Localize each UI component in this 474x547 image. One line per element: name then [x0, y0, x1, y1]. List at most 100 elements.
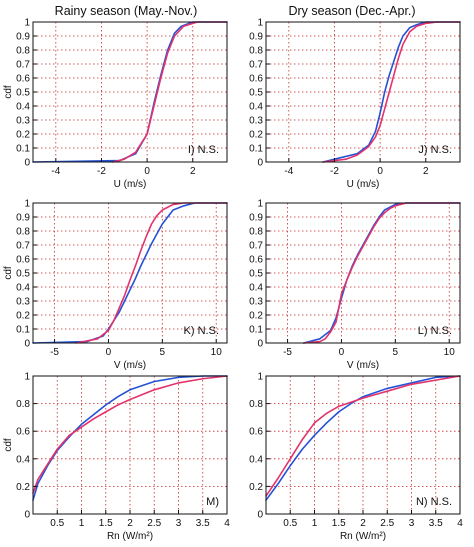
panel-u-rainy: 0 0.1 0.2 0.3 0.4 0.5 0.6 0.7 0.8 0.9 1 -4 -2 0 2 U (m/… [3, 18, 228, 190]
y-axis-label: cdf [3, 85, 14, 99]
y-tick-label: 0.4 [16, 283, 30, 294]
y-tick-label: 0.5 [16, 88, 30, 99]
y-tick-label: 1 [24, 372, 30, 383]
blue-cdf-line [32, 375, 228, 502]
blue-cdf-line [322, 21, 461, 163]
y-tick-label: 0.7 [249, 241, 263, 252]
x-tick-label: 2 [360, 518, 366, 529]
panel-rn-rainy: 0 0.2 0.4 0.6 0.8 1 0.5 1 1.5 2 2.5 3 3.5 4 Rn (W/m²) c… [3, 372, 230, 543]
y-axis-label: cdf [3, 266, 14, 280]
y-tick-label: 0.6 [16, 427, 30, 438]
panel-rn-dry: 0 0.2 0.4 0.6 0.8 1 0.5 1 1.5 2 2.5 3 3.5 4 Rn (W/m²) N… [249, 372, 463, 543]
y-tick-label: 0.8 [249, 46, 263, 57]
x-tick-label: -2 [330, 166, 339, 177]
x-tick-label: 0.5 [283, 518, 297, 529]
y-tick-label: 0.8 [249, 227, 263, 238]
y-tick-label: 0.4 [249, 454, 263, 465]
x-tick-label: 10 [211, 347, 223, 358]
y-tick-label: 0.7 [249, 60, 263, 71]
y-tick-label: 0.6 [249, 74, 263, 85]
y-tick-label: 0.9 [249, 213, 263, 224]
y-tick-label: 1 [257, 372, 263, 383]
x-tick-label: 3 [176, 518, 182, 529]
y-tick-label: 0.2 [16, 311, 30, 322]
x-tick-label: 0.5 [50, 518, 64, 529]
x-tick-label: 2.5 [380, 518, 394, 529]
y-tick-label: 0.9 [16, 213, 30, 224]
x-tick-label: 0 [377, 166, 383, 177]
red-cdf-line [75, 202, 228, 344]
y-tick-label: 0.3 [249, 116, 263, 127]
y-tick-label: 0.5 [249, 269, 263, 280]
y-tick-label: 0.7 [16, 241, 30, 252]
panel-annotation: N) N.S. [416, 496, 452, 508]
y-tick-label: 0.5 [16, 269, 30, 280]
y-tick-label: 0 [257, 158, 263, 169]
y-tick-label: 0.2 [249, 130, 263, 141]
x-tick-label: 5 [160, 347, 166, 358]
x-tick-label: 1 [312, 518, 318, 529]
y-tick-label: 0.4 [16, 454, 30, 465]
x-tick-label: 4 [224, 518, 230, 529]
y-tick-label: 0.4 [249, 102, 263, 113]
y-tick-label: 0.6 [16, 255, 30, 266]
x-tick-label: 1.5 [99, 518, 113, 529]
x-tick-label: 2 [190, 166, 196, 177]
y-tick-label: 0 [257, 339, 263, 350]
y-tick-label: 0 [24, 510, 30, 521]
x-axis-label: U (m/s) [114, 179, 147, 190]
x-tick-label: 0 [106, 347, 112, 358]
y-tick-label: 0.4 [16, 102, 30, 113]
y-tick-label: 0.1 [16, 144, 30, 155]
y-tick-label: 0.6 [16, 74, 30, 85]
red-cdf-line [302, 202, 461, 344]
red-cdf-line [112, 21, 228, 163]
blue-cdf-line [265, 375, 461, 502]
y-tick-label: 0 [24, 339, 30, 350]
y-tick-label: 0.8 [16, 46, 30, 57]
x-axis-label: Rn (W/m²) [340, 531, 386, 542]
y-tick-label: 0.2 [249, 311, 263, 322]
panel-annotation: I) N.S. [188, 144, 219, 156]
x-tick-label: 10 [444, 347, 456, 358]
x-tick-label: 3.5 [429, 518, 443, 529]
y-tick-label: 1 [257, 18, 263, 29]
x-tick-label: 4 [457, 518, 463, 529]
x-tick-label: -5 [50, 347, 59, 358]
x-axis-label: Rn (W/m²) [107, 531, 153, 542]
x-tick-label: 3.5 [196, 518, 210, 529]
y-tick-label: 1 [257, 199, 263, 210]
x-axis-label: U (m/s) [347, 179, 380, 190]
x-tick-label: 2 [423, 166, 429, 177]
y-tick-label: 0.3 [16, 116, 30, 127]
panel-u-dry: 0 0.1 0.2 0.3 0.4 0.5 0.6 0.7 0.8 0.9 1 -4 -2 0 2 U (m/… [249, 18, 461, 190]
y-tick-label: 0.1 [249, 144, 263, 155]
y-tick-label: 1 [24, 199, 30, 210]
x-tick-label: 3 [409, 518, 415, 529]
y-tick-label: 0.8 [16, 399, 30, 410]
x-tick-label: -4 [51, 166, 60, 177]
panel-annotation: K) N.S. [184, 325, 219, 337]
y-tick-label: 0 [257, 510, 263, 521]
x-tick-label: 1 [79, 518, 85, 529]
y-tick-label: 0.2 [16, 130, 30, 141]
y-tick-label: 0.2 [16, 482, 30, 493]
y-tick-label: 0.4 [249, 283, 263, 294]
x-tick-label: 0 [339, 347, 345, 358]
y-tick-label: 0.7 [16, 60, 30, 71]
y-tick-label: 0.3 [249, 297, 263, 308]
red-cdf-line [322, 21, 461, 163]
y-tick-label: 0 [24, 158, 30, 169]
y-tick-label: 0.2 [249, 482, 263, 493]
column-title-rainy: Rainy season (May.-Nov.) [55, 4, 198, 18]
y-tick-label: 0.9 [16, 32, 30, 43]
column-title-dry: Dry season (Dec.-Apr.) [288, 4, 415, 18]
panel-v-dry: 0 0.1 0.2 0.3 0.4 0.5 0.6 0.7 0.8 0.9 1 -5 0 5 10 V (m/… [249, 199, 461, 371]
y-tick-label: 0.5 [249, 88, 263, 99]
red-cdf-line [32, 375, 228, 495]
x-tick-label: -2 [97, 166, 106, 177]
y-axis-label: cdf [3, 438, 14, 452]
y-tick-label: 0.1 [16, 325, 30, 336]
x-axis-label: V (m/s) [347, 360, 379, 371]
x-axis-label: V (m/s) [114, 360, 146, 371]
